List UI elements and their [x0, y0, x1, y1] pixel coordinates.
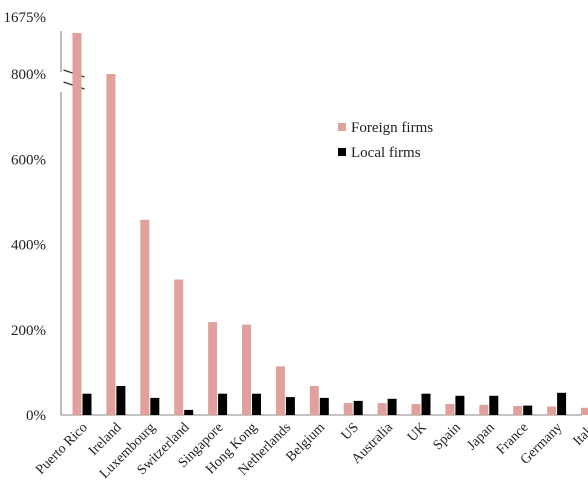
bar-foreign-firms-japan — [479, 404, 489, 415]
x-tick-label-spain: Spain — [431, 420, 464, 453]
y-tick-label: 0% — [26, 408, 46, 424]
bar-local-firms-netherlands — [285, 397, 295, 415]
bar-foreign-firms-singapore — [208, 322, 218, 415]
y-tick-label: 400% — [11, 238, 46, 254]
bar-local-firms-us — [353, 400, 363, 415]
bar-foreign-firms-netherlands — [275, 366, 285, 415]
bar-foreign-firms-germany — [547, 406, 557, 415]
legend: Foreign firms Local firms — [338, 120, 433, 161]
bar-foreign-firms-france — [513, 406, 523, 415]
y-tick-label: 800% — [11, 67, 46, 83]
bar-foreign-firms-australia — [377, 403, 387, 415]
bar-local-firms-ireland — [116, 386, 126, 415]
bar-foreign-firms-puerto-rico — [72, 33, 82, 415]
x-tick-label-japan: Japan — [464, 420, 497, 453]
bar-local-firms-australia — [387, 398, 397, 415]
legend-swatch-local-firms — [338, 148, 346, 156]
x-tick-label-us: US — [339, 420, 362, 443]
x-axis-labels: Puerto RicoIrelandLuxembourgSwitzerlandS… — [33, 420, 588, 482]
bar-local-firms-switzerland — [184, 409, 194, 415]
bar-local-firms-belgium — [319, 397, 329, 415]
y-tick-label: 200% — [11, 323, 46, 339]
bar-foreign-firms-ireland — [106, 74, 116, 415]
bar-foreign-firms-switzerland — [174, 279, 184, 415]
bar-foreign-firms-belgium — [309, 386, 319, 415]
bar-local-firms-spain — [455, 395, 465, 415]
y-tick-label: 1675% — [4, 10, 47, 26]
bar-local-firms-japan — [489, 395, 499, 415]
bar-local-firms-luxembourg — [150, 397, 160, 415]
bar-foreign-firms-uk — [411, 403, 421, 415]
bar-local-firms-singapore — [218, 393, 228, 415]
bar-foreign-firms-spain — [445, 403, 455, 415]
legend-swatch-foreign-firms — [338, 123, 346, 131]
bar-foreign-firms-hong-kong — [242, 324, 251, 415]
y-tick-label: 600% — [11, 152, 46, 168]
bar-series-group — [72, 33, 588, 415]
x-tick-label-puerto-rico: Puerto Rico — [33, 420, 91, 478]
legend-label-foreign-firms: Foreign firms — [351, 120, 433, 136]
bar-local-firms-germany — [557, 392, 567, 415]
bar-foreign-firms-luxembourg — [140, 219, 150, 415]
x-tick-label-italy: Italy — [571, 420, 588, 449]
y-axis: 0% 200% 400% 600% 800% 1675% — [4, 10, 582, 424]
bar-local-firms-hong-kong — [252, 393, 261, 415]
bar-foreign-firms-us — [343, 403, 353, 415]
bar-local-firms-uk — [421, 393, 431, 415]
x-tick-label-uk: UK — [405, 420, 430, 445]
bar-local-firms-france — [523, 405, 533, 415]
legend-label-local-firms: Local firms — [351, 145, 421, 161]
bar-local-firms-puerto-rico — [82, 393, 92, 415]
bar-foreign-firms-italy — [581, 407, 588, 415]
